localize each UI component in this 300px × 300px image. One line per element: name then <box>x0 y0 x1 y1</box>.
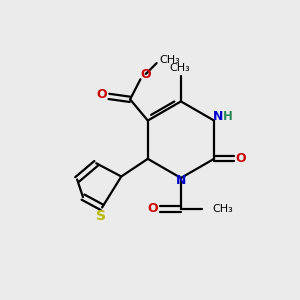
Text: CH₃: CH₃ <box>212 204 233 214</box>
Text: S: S <box>96 209 106 223</box>
Text: O: O <box>148 202 158 215</box>
Text: CH₃: CH₃ <box>160 55 180 65</box>
Text: N: N <box>213 110 223 123</box>
Text: O: O <box>235 152 246 165</box>
Text: O: O <box>140 68 151 80</box>
Text: O: O <box>97 88 107 101</box>
Text: N: N <box>176 174 186 187</box>
Text: H: H <box>223 110 232 123</box>
Text: CH₃: CH₃ <box>169 63 190 73</box>
